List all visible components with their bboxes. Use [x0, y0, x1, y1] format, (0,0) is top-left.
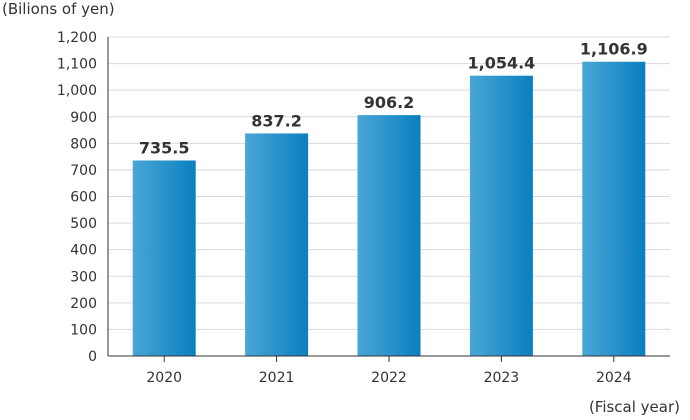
x-axis-title: (Fiscal year) — [588, 398, 680, 416]
bar-2021 — [245, 133, 309, 356]
data-label-2022: 906.2 — [364, 93, 415, 112]
x-tick-label: 2021 — [259, 370, 295, 386]
bar-2023 — [469, 75, 533, 357]
bars — [132, 61, 646, 357]
y-tick-label: 1,200 — [57, 30, 97, 46]
data-label-2024: 1,106.9 — [580, 40, 648, 59]
y-tick-label: 900 — [70, 110, 97, 126]
y-tick-label: 1,000 — [57, 83, 97, 99]
y-axis-title: (Bilions of yen) — [2, 0, 115, 18]
y-tick-label: 400 — [70, 243, 97, 259]
y-tick-label: 700 — [70, 163, 97, 179]
y-tick-label: 200 — [70, 296, 97, 312]
x-tick-label: 2023 — [484, 370, 520, 386]
y-tick-label: 300 — [70, 269, 97, 285]
y-tick-label: 500 — [70, 216, 97, 232]
data-label-2021: 837.2 — [251, 111, 302, 130]
y-tick-label: 0 — [88, 349, 97, 365]
bar-2024 — [582, 61, 646, 356]
x-tick-label: 2022 — [371, 370, 407, 386]
axes — [107, 37, 670, 362]
x-tick-label: 2024 — [596, 370, 632, 386]
y-tick-label: 800 — [70, 136, 97, 152]
bar-2022 — [357, 115, 421, 356]
data-label-2023: 1,054.4 — [467, 54, 535, 73]
y-tick-label: 1,100 — [57, 57, 97, 73]
labels: 0 100 200 300 400 500 600 700 800 900 1,000 1,100 1,… — [57, 30, 648, 386]
bar-2020 — [132, 160, 196, 356]
y-tick-label: 100 — [70, 322, 97, 338]
y-tick-label: 600 — [70, 190, 97, 206]
data-label-2020: 735.5 — [139, 138, 190, 157]
x-tick-label: 2020 — [146, 370, 182, 386]
gridlines — [108, 36, 670, 330]
